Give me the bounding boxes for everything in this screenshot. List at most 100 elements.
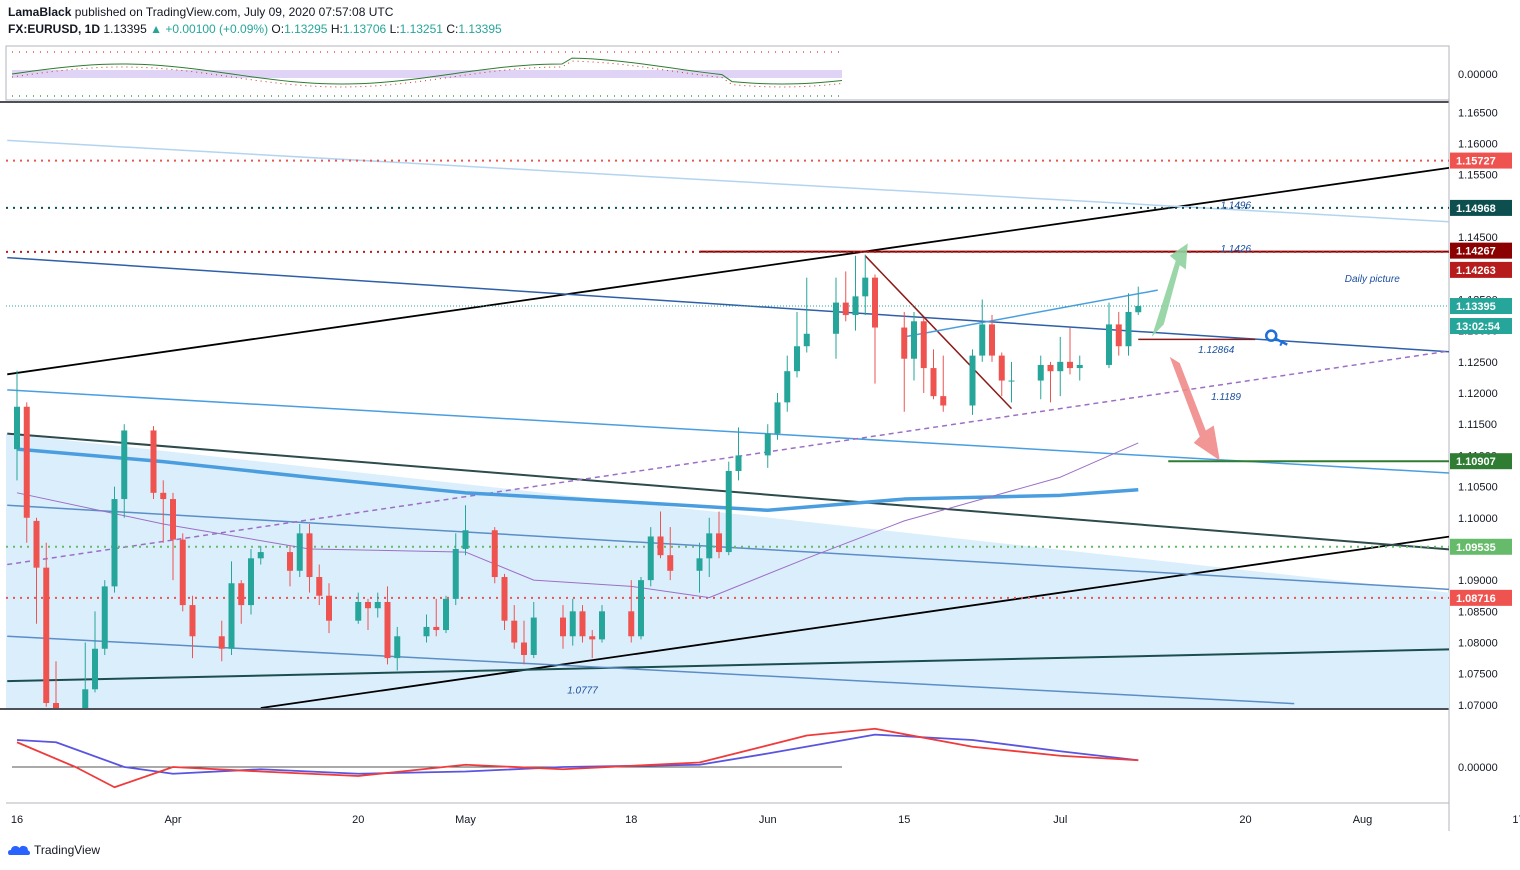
price-label-box: 1.08716 — [1450, 589, 1512, 606]
oscillator-y-tick: 0.00000 — [1458, 762, 1498, 774]
low-value: 1.13251 — [399, 22, 443, 36]
price-label-text: 1.08716 — [1456, 593, 1496, 605]
publish-info: published on TradingView.com, July 09, 2… — [74, 5, 394, 19]
key-icon — [1265, 329, 1288, 347]
candle-body — [833, 302, 839, 334]
price-label-bg — [1450, 152, 1512, 169]
candle — [911, 311, 917, 381]
candle — [706, 517, 713, 578]
channel-fill — [6, 433, 1449, 708]
open-label: O: — [271, 22, 285, 36]
trendline — [260, 535, 1449, 708]
candle — [1067, 327, 1073, 375]
candle-body — [82, 689, 89, 708]
x-tick-label: 15 — [898, 814, 910, 826]
trendline — [7, 504, 1449, 591]
annotation-label: 1.1189 — [1211, 392, 1241, 403]
bullish-arrow — [1151, 243, 1188, 337]
y-tick-label: 1.10500 — [1458, 482, 1498, 494]
candle-body — [794, 346, 800, 372]
candle-body — [842, 302, 849, 316]
candle — [1125, 293, 1132, 356]
candle — [218, 620, 225, 662]
candle — [92, 611, 98, 693]
up-triangle-icon: ▲ — [150, 22, 162, 36]
candle — [326, 583, 332, 634]
candle-body — [365, 601, 371, 609]
candle — [121, 424, 128, 518]
candle — [238, 580, 245, 624]
candle-body — [647, 536, 654, 581]
trendline — [864, 255, 1013, 410]
candle — [433, 598, 440, 637]
price-label-text: 1.14968 — [1456, 203, 1496, 215]
price-change: +0.00100 (+0.09%) — [165, 22, 269, 36]
candle-body — [316, 577, 323, 596]
candle — [794, 311, 800, 378]
y-tick-label: 1.07000 — [1458, 700, 1498, 712]
candle-body — [189, 605, 196, 637]
candle-body — [179, 539, 186, 606]
y-tick-label: 1.08500 — [1458, 606, 1498, 618]
x-tick-label: Jun — [759, 814, 777, 826]
trendline — [7, 648, 1449, 683]
trendline — [7, 166, 1449, 376]
annotation-label: 1.1426 — [1220, 244, 1251, 255]
y-tick-label: 1.09000 — [1458, 575, 1498, 587]
y-tick-label: 1.14500 — [1458, 232, 1498, 244]
y-tick-label: 1.12000 — [1458, 388, 1498, 400]
candle — [228, 561, 235, 655]
annotation-label: 1.0777 — [567, 686, 598, 697]
annotation-label: Daily picture — [1345, 274, 1400, 285]
candle-body — [43, 567, 50, 704]
price-label-box: 1.09535 — [1450, 538, 1512, 555]
price-label-bg — [1450, 298, 1512, 315]
symbol-label[interactable]: FX:EURUSD, 1D — [8, 22, 101, 36]
candle — [111, 486, 118, 593]
candle-body — [1135, 306, 1142, 313]
candle — [979, 299, 986, 362]
tradingview-cloud-icon[interactable] — [8, 844, 30, 856]
top-pane-band-fill — [12, 70, 842, 78]
price-label-bg — [1450, 589, 1512, 606]
price-label-text: 1.15727 — [1456, 156, 1496, 168]
candle-body — [238, 583, 245, 606]
candle-body — [920, 321, 927, 369]
candle-body — [521, 642, 527, 655]
candle — [365, 598, 371, 631]
candle-body — [569, 611, 576, 637]
oscillator-pane — [12, 727, 1139, 789]
candle — [1106, 302, 1112, 369]
y-tick-label: 1.16000 — [1458, 139, 1498, 151]
close-label: C: — [446, 22, 459, 36]
candle-body — [696, 558, 703, 571]
price-label-text: 1.14267 — [1456, 246, 1496, 258]
candle-body — [355, 601, 362, 621]
y-tick-label: 1.10000 — [1458, 513, 1498, 525]
high-value: 1.13706 — [342, 22, 387, 36]
candle — [940, 355, 947, 412]
price-label-box: 1.14263 — [1450, 261, 1512, 278]
y-tick-label: 1.11500 — [1458, 419, 1497, 431]
candle-body — [784, 371, 791, 403]
candle-body — [911, 321, 917, 359]
candle-body — [423, 626, 430, 637]
candle — [969, 349, 976, 415]
candle-body — [501, 577, 508, 621]
candle-body — [160, 492, 167, 500]
candle — [501, 573, 508, 631]
candle — [1115, 311, 1122, 356]
price-label-text: 1.13395 — [1456, 301, 1496, 313]
low-label: L: — [389, 22, 400, 36]
author-name[interactable]: LamaBlack — [8, 5, 72, 19]
candle-body — [1125, 311, 1132, 347]
candle — [930, 349, 937, 400]
x-tick-label: 17 — [1512, 814, 1520, 826]
candle-body — [1037, 364, 1044, 381]
candle — [696, 542, 703, 593]
tradingview-brand[interactable]: TradingView — [34, 843, 101, 857]
candle-body — [530, 617, 537, 655]
bearish-arrow — [1169, 356, 1220, 461]
candle — [735, 427, 742, 481]
